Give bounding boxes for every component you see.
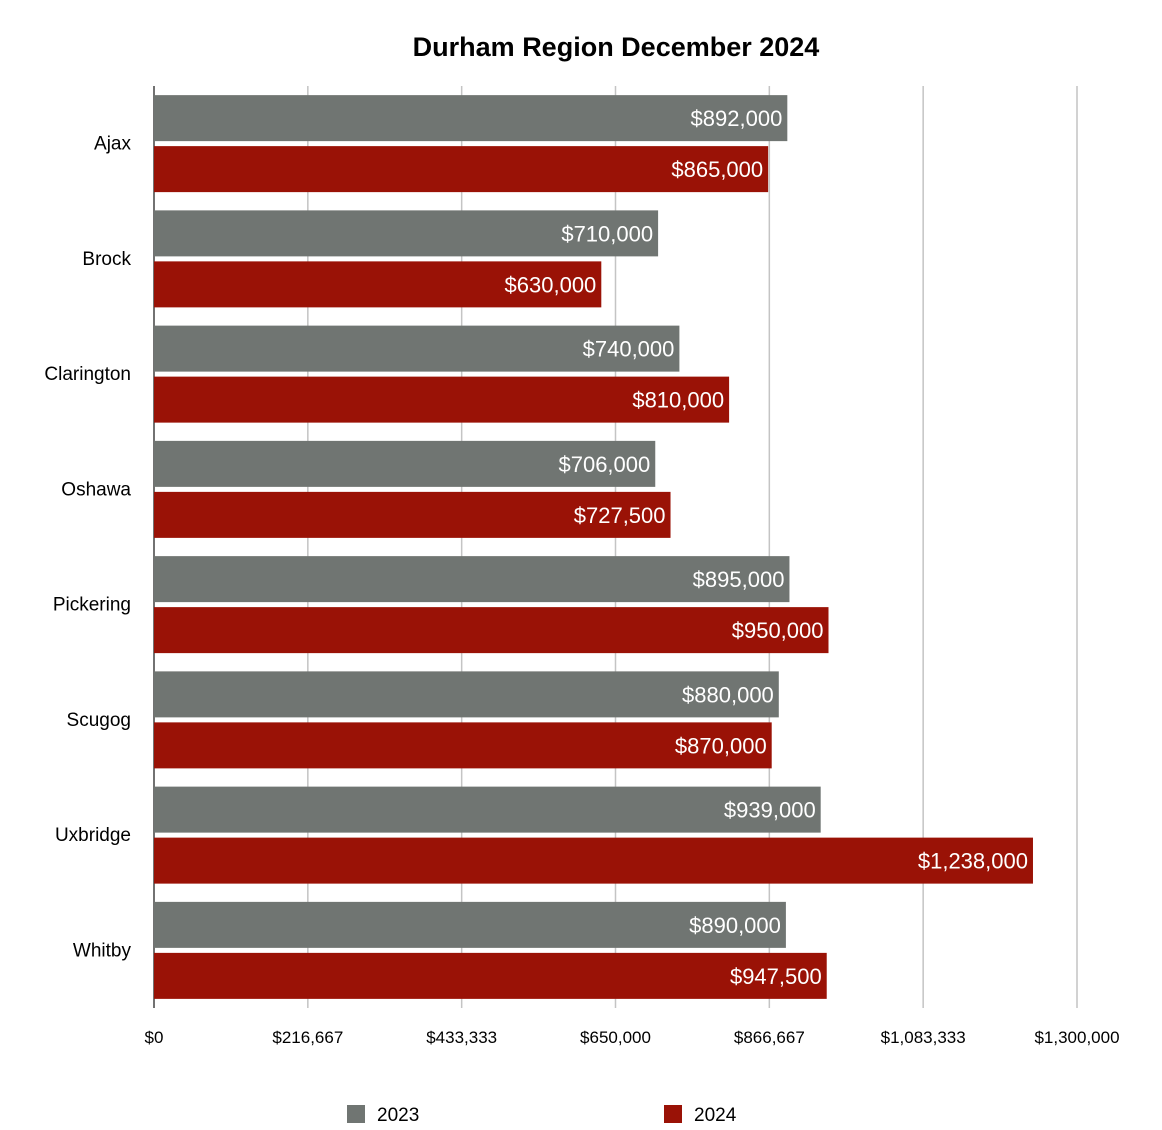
- bar-2023: [154, 901, 786, 948]
- bar-2023: [154, 95, 788, 142]
- bar-2024: [154, 376, 730, 423]
- data-label: $810,000: [632, 388, 724, 413]
- bars: $892,000 $865,000 $710,000 $630,000 $740,000…: [154, 95, 1033, 999]
- x-tick-label: $1,300,000: [1034, 1028, 1119, 1047]
- bar-2024: [154, 607, 829, 654]
- data-label: $939,000: [724, 798, 816, 823]
- bar-2024: [154, 261, 602, 308]
- data-label: $630,000: [505, 272, 597, 297]
- bar-2024: [154, 837, 1033, 884]
- x-axis-tick-labels: $0 $216,667 $433,333 $650,000 $866,667 $1,083…: [145, 1028, 1120, 1047]
- data-label: $890,000: [689, 913, 781, 938]
- category-label: Ajax: [94, 134, 131, 155]
- category-label: Oshawa: [61, 479, 131, 500]
- legend: 2023 2024: [347, 1105, 737, 1126]
- x-tick-label: $1,083,333: [881, 1028, 966, 1047]
- legend-swatch-2023: [347, 1105, 365, 1123]
- data-label: $1,238,000: [918, 849, 1028, 874]
- data-label: $880,000: [682, 682, 774, 707]
- bar-2023: [154, 440, 656, 487]
- bar-2023: [154, 556, 790, 603]
- data-label: $950,000: [732, 618, 824, 643]
- data-label: $706,000: [558, 452, 650, 477]
- category-label: Pickering: [53, 595, 131, 616]
- x-tick-label: $866,667: [734, 1028, 805, 1047]
- bar-2023: [154, 325, 680, 372]
- bar-2024: [154, 146, 769, 193]
- category-label: Clarington: [44, 364, 131, 385]
- bar-2023: [154, 210, 659, 257]
- data-label: $892,000: [691, 106, 783, 131]
- legend-label-2023: 2023: [377, 1105, 419, 1126]
- category-label: Uxbridge: [55, 825, 131, 846]
- data-label: $895,000: [693, 567, 785, 592]
- bar-2024: [154, 491, 671, 538]
- data-label: $870,000: [675, 733, 767, 758]
- bar-2024: [154, 722, 772, 769]
- category-label: Scugog: [67, 710, 131, 731]
- x-tick-label: $650,000: [580, 1028, 651, 1047]
- category-labels: Ajax Brock Clarington Oshawa Pickering Scugog…: [44, 134, 131, 962]
- data-label: $865,000: [671, 157, 763, 182]
- bar-2023: [154, 671, 779, 718]
- x-tick-label: $0: [145, 1028, 164, 1047]
- category-label: Whitby: [73, 940, 132, 961]
- data-label: $947,500: [730, 964, 822, 989]
- chart-title: Durham Region December 2024: [413, 32, 820, 62]
- legend-swatch-2024: [664, 1105, 682, 1123]
- bar-2024: [154, 952, 827, 999]
- x-tick-label: $433,333: [426, 1028, 497, 1047]
- data-label: $727,500: [574, 503, 666, 528]
- data-label: $740,000: [583, 337, 675, 362]
- data-label: $710,000: [561, 221, 653, 246]
- legend-label-2024: 2024: [694, 1105, 737, 1126]
- category-label: Brock: [82, 249, 131, 270]
- bar-2023: [154, 786, 821, 833]
- x-tick-label: $216,667: [272, 1028, 343, 1047]
